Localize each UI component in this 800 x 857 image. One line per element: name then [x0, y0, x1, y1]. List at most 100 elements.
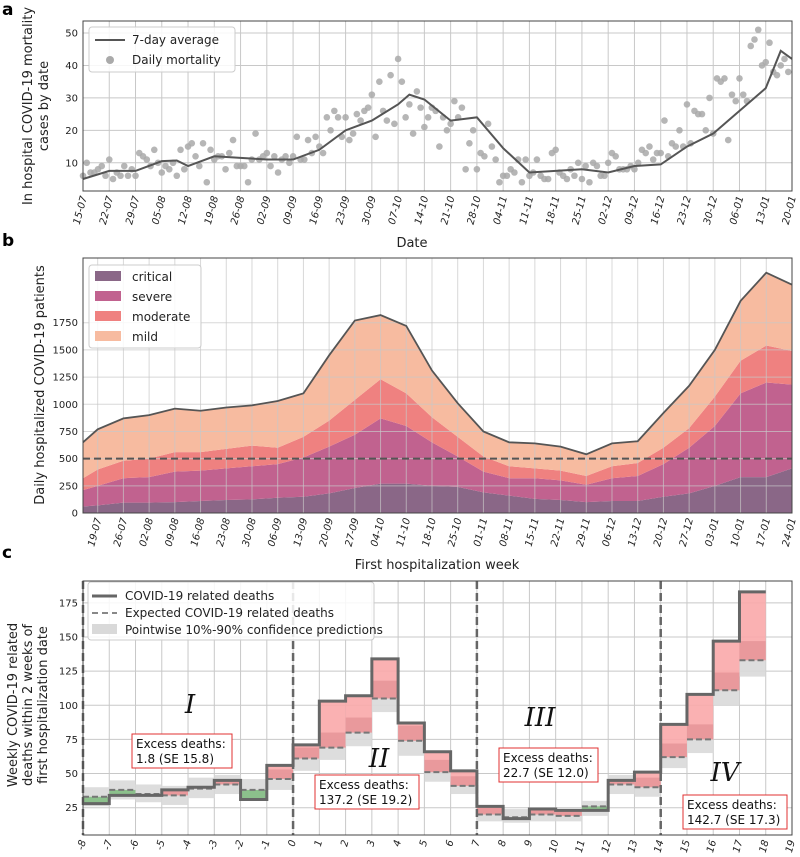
daily-mortality-point	[417, 104, 424, 111]
annotation-title: Excess deaths:	[687, 798, 777, 812]
x-tick-label: 11-10	[395, 517, 413, 548]
daily-mortality-point	[646, 143, 653, 150]
excess-annotation-IV: Excess deaths: 142.7 (SE 17.3)	[682, 794, 788, 830]
daily-mortality-point	[180, 165, 188, 173]
annotation-box	[314, 774, 420, 810]
daily-mortality-point	[462, 165, 469, 173]
excess-within-ci	[555, 810, 582, 816]
x-tick-label: 06-09	[266, 517, 284, 548]
area-severe	[83, 382, 792, 507]
daily-mortality-point	[199, 140, 207, 147]
legend-ci-swatch	[92, 624, 117, 634]
daily-mortality-point	[286, 159, 293, 167]
x-tick-label: 09-08	[164, 517, 182, 548]
annotation-value: 1.8 (SE 15.8)	[136, 752, 214, 766]
daily-mortality-point	[349, 130, 357, 137]
daily-mortality-point	[304, 136, 312, 144]
daily-mortality-point	[353, 110, 361, 118]
daily-mortality-point	[327, 127, 334, 134]
x-tick-label: 10-01	[729, 517, 747, 548]
legend-a: 7-day average Daily mortality	[88, 26, 236, 73]
area-moderate	[83, 345, 792, 491]
x-tick-label: 23-08	[215, 517, 233, 548]
x-tick-label: -6	[128, 839, 141, 851]
x-tick-label: 23-09	[334, 195, 352, 226]
x-tick-label: 6	[444, 839, 456, 848]
legend-label-daily: Daily mortality	[132, 53, 221, 67]
excess-within-ci	[424, 759, 451, 773]
legend-swatch-severe	[95, 291, 121, 301]
excess-within-ci	[293, 747, 320, 759]
legend-label-expected: Expected COVID-19 related deaths	[125, 606, 334, 620]
daily-mortality-point	[601, 172, 608, 180]
daily-mortality-point	[124, 172, 132, 180]
daily-mortality-point	[364, 104, 372, 111]
daily-mortality-point	[724, 136, 732, 144]
x-tick-label: 27-12	[678, 517, 696, 548]
daily-mortality-point	[754, 26, 762, 34]
annotation-value: 22.7 (SE 12.0)	[503, 766, 589, 780]
daily-mortality-point	[522, 156, 529, 163]
daily-mortality-point	[649, 156, 657, 163]
x-tick-label: 30-09	[361, 195, 379, 226]
x-tick-label: 25-11	[571, 195, 589, 226]
y-axis-title-c-line2: deaths within 2 weeks of	[21, 624, 36, 786]
annotation-title: Excess deaths:	[503, 751, 593, 765]
daily-mortality-point	[109, 175, 117, 183]
x-tick-label: 13	[626, 839, 640, 854]
daily-mortality-point	[203, 178, 211, 186]
x-tick-label: 29-11	[575, 517, 593, 548]
daily-mortality-point	[271, 152, 278, 160]
x-tick-label: 26-07	[112, 516, 130, 548]
annotation-box	[131, 733, 233, 769]
y-tick-label: 40	[65, 61, 78, 72]
x-tick-label: 15-07	[72, 194, 90, 226]
excess-within-ci	[739, 641, 766, 661]
daily-mortality-point	[593, 162, 601, 170]
daily-mortality-point	[192, 152, 199, 160]
daily-mortality-point	[642, 149, 649, 157]
daily-mortality-point	[372, 133, 379, 141]
x-tick-label: 16-12	[649, 195, 667, 226]
x-tick-label: 06-12	[601, 517, 619, 548]
daily-mortality-point	[732, 97, 740, 105]
daily-mortality-point	[207, 146, 214, 154]
x-tick-label: 18-11	[544, 195, 562, 226]
x-tick-label: -4	[181, 839, 194, 851]
panel-label-c: c	[2, 543, 12, 563]
daily-mortality-point	[766, 39, 773, 47]
daily-mortality-point	[102, 172, 109, 180]
daily-mortality-point	[301, 156, 308, 163]
daily-mortality-point	[188, 140, 196, 147]
daily-mortality-point	[469, 127, 477, 134]
daily-mortality-point	[413, 88, 421, 95]
x-tick-label: 15-11	[524, 517, 542, 548]
x-tick-label: 4	[392, 839, 404, 848]
daily-mortality-point	[657, 149, 665, 157]
y-tick-label: 125	[59, 667, 78, 678]
total-line	[82, 271, 793, 456]
daily-mortality-point	[586, 178, 593, 186]
daily-mortality-point	[274, 169, 282, 176]
x-tick-label: 3	[365, 839, 377, 848]
y-tick-label: 1250	[53, 373, 78, 384]
deficit-bar	[109, 789, 136, 796]
daily-mortality-point	[672, 143, 680, 150]
x-tick-label: 10	[548, 839, 562, 854]
y-tick-label: 10	[65, 158, 78, 169]
x-tick-label: 14-10	[413, 195, 431, 226]
daily-mortality-point	[582, 162, 589, 170]
daily-mortality-point	[334, 114, 342, 121]
daily-mortality-point	[229, 136, 237, 144]
deficit-bar	[240, 789, 267, 800]
legend-swatch-mild	[95, 331, 121, 341]
legend-box	[88, 264, 202, 349]
daily-mortality-point	[424, 114, 432, 121]
area-critical	[83, 468, 792, 513]
daily-mortality-point	[451, 97, 458, 105]
x-tick-label: 29-07	[124, 194, 142, 226]
daily-mortality-point	[409, 130, 417, 137]
annotation-title: Excess deaths:	[136, 737, 226, 751]
daily-mortality-point	[342, 114, 349, 121]
